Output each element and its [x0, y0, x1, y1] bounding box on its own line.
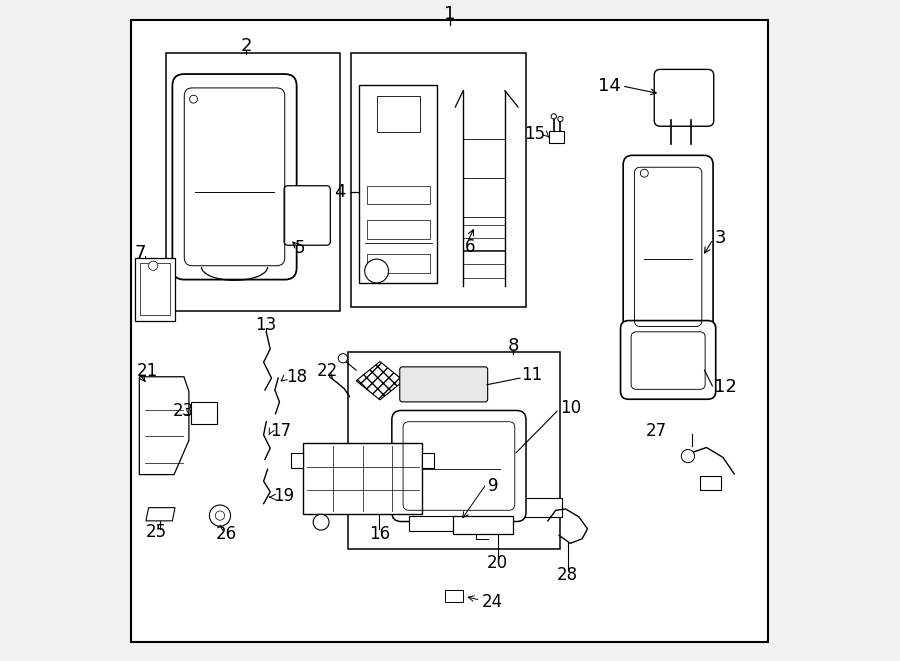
Circle shape [681, 449, 695, 463]
Bar [523, 498, 562, 517]
Text: 13: 13 [256, 316, 277, 334]
Text: 28: 28 [557, 566, 578, 584]
Bar [367, 220, 429, 239]
Text: 22: 22 [317, 362, 338, 381]
Text: 17: 17 [270, 422, 292, 440]
Text: 21: 21 [137, 362, 157, 381]
Bar [359, 85, 437, 283]
Polygon shape [146, 508, 175, 521]
FancyBboxPatch shape [284, 186, 330, 245]
Bar [450, 498, 513, 517]
Text: 10: 10 [560, 399, 580, 418]
Text: 7: 7 [134, 243, 146, 262]
FancyBboxPatch shape [623, 155, 713, 338]
Bar [140, 263, 170, 315]
Bar [549, 131, 563, 143]
Circle shape [558, 116, 563, 122]
Bar [367, 186, 429, 204]
Bar [422, 453, 434, 468]
Bar [303, 443, 422, 514]
Text: 5: 5 [294, 239, 305, 257]
Text: 8: 8 [508, 336, 519, 355]
Text: 26: 26 [216, 525, 237, 543]
Circle shape [641, 169, 648, 177]
Text: 15: 15 [524, 124, 545, 143]
FancyBboxPatch shape [392, 410, 526, 522]
Text: 1: 1 [445, 5, 455, 23]
Circle shape [210, 505, 230, 526]
Text: 27: 27 [645, 422, 667, 440]
FancyBboxPatch shape [620, 321, 716, 399]
Bar [445, 590, 464, 602]
Bar [191, 402, 217, 424]
Bar [377, 96, 420, 132]
Text: 18: 18 [286, 368, 307, 386]
Bar [367, 254, 429, 273]
Text: 24: 24 [482, 592, 503, 611]
Text: 4: 4 [334, 182, 346, 201]
Text: 23: 23 [172, 402, 194, 420]
Circle shape [190, 95, 197, 103]
Circle shape [551, 114, 556, 119]
Text: 16: 16 [369, 525, 390, 543]
Bar [700, 476, 721, 490]
Circle shape [364, 259, 389, 283]
Bar [409, 516, 456, 531]
Circle shape [338, 354, 347, 363]
Bar [351, 53, 526, 307]
Text: 20: 20 [487, 554, 508, 572]
Bar [292, 453, 303, 468]
Circle shape [215, 511, 225, 520]
Polygon shape [356, 362, 404, 400]
Bar [348, 352, 560, 549]
Text: 6: 6 [465, 238, 476, 256]
FancyBboxPatch shape [654, 69, 714, 126]
Text: 3: 3 [715, 229, 726, 247]
Text: 12: 12 [715, 377, 737, 396]
Text: 2: 2 [240, 37, 252, 56]
Text: 25: 25 [146, 523, 167, 541]
FancyBboxPatch shape [173, 74, 297, 280]
Text: 9: 9 [489, 477, 499, 495]
Circle shape [148, 261, 157, 270]
Circle shape [313, 514, 329, 530]
FancyBboxPatch shape [400, 367, 488, 402]
Bar [454, 516, 513, 534]
Text: 14: 14 [598, 77, 620, 95]
Text: 19: 19 [273, 486, 294, 505]
Bar [135, 258, 175, 321]
Text: 11: 11 [521, 366, 543, 385]
Bar [166, 53, 339, 311]
Polygon shape [140, 377, 189, 475]
